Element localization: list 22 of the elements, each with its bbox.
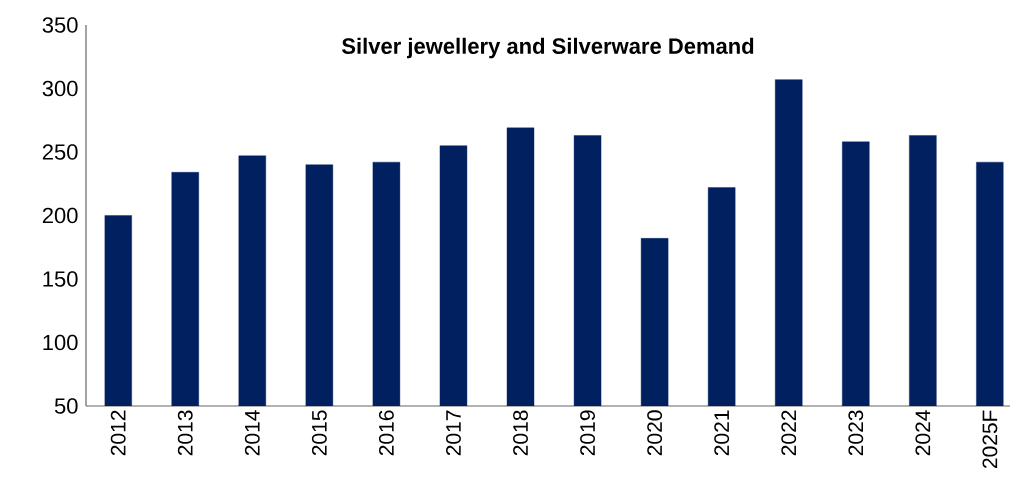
x-tick-label: 2014 [244, 410, 260, 456]
y-tick-label: 100 [43, 334, 78, 351]
x-tick-label: 2021 [714, 410, 730, 456]
x-tick-label: 2023 [848, 410, 864, 456]
x-tick-label: 2015 [311, 410, 327, 456]
x-tick-label: 2019 [580, 410, 595, 456]
x-tick-label: 2012 [110, 410, 126, 456]
y-tick-label: 150 [43, 271, 78, 287]
y-tick-label: 250 [42, 144, 78, 160]
x-tick-label: 2017 [446, 410, 461, 456]
x-tick-label: 2022 [781, 410, 797, 456]
y-tick-label: 350 [42, 17, 78, 33]
text: Silver jewellery and Silverware Demand [341, 37, 754, 59]
y-tick-label: 50 [54, 398, 78, 414]
y-tick-label: 200 [42, 207, 78, 224]
x-tick-label: 2016 [378, 410, 394, 456]
x-tick-label: 2024 [915, 410, 931, 456]
x-tick-label: 2020 [647, 410, 663, 456]
x-tick-label: 2025F [982, 410, 998, 469]
x-tick-label: 2018 [513, 410, 528, 456]
y-tick-label: 300 [42, 80, 78, 97]
x-tick-label: 2013 [177, 410, 193, 456]
